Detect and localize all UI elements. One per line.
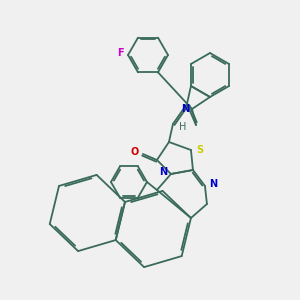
Text: H: H xyxy=(179,122,187,132)
Text: N: N xyxy=(209,179,217,189)
Text: N: N xyxy=(181,104,189,114)
Text: N: N xyxy=(159,167,167,177)
Text: F: F xyxy=(117,48,123,58)
Text: O: O xyxy=(131,147,139,157)
Text: S: S xyxy=(196,145,203,155)
